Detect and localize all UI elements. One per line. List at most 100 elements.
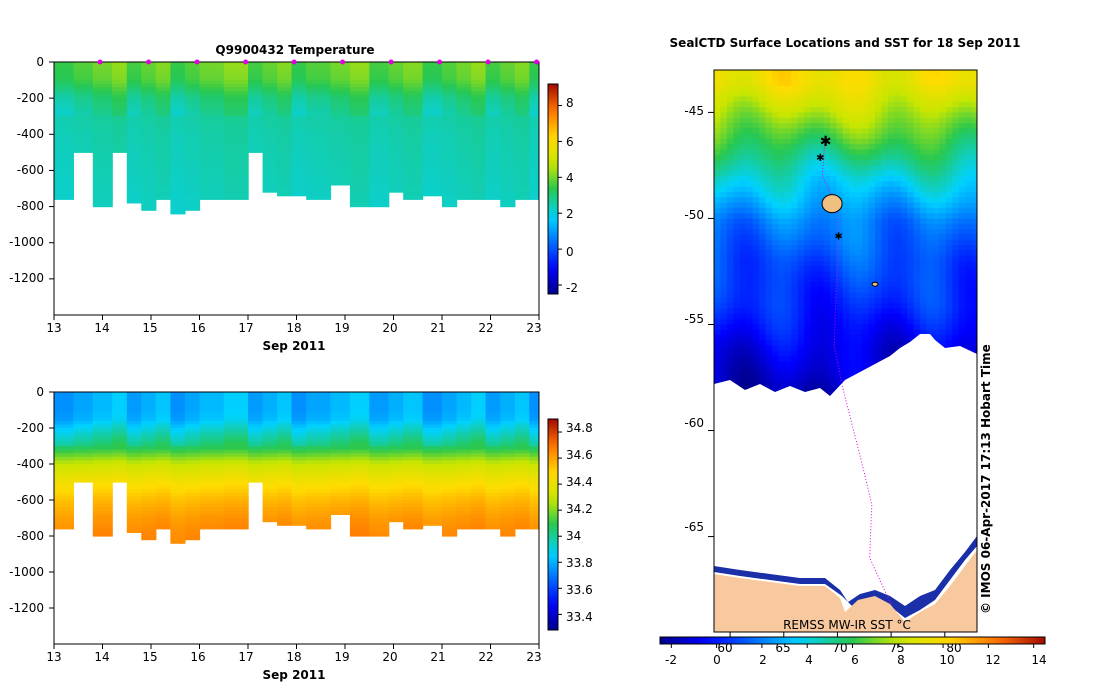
section-cell bbox=[248, 446, 264, 451]
section-cell bbox=[126, 489, 142, 494]
sst-cell bbox=[958, 181, 966, 188]
section-cell bbox=[456, 500, 472, 505]
sst-cell bbox=[714, 80, 721, 87]
salinity-heatmap bbox=[54, 392, 539, 544]
sst-cell bbox=[791, 329, 799, 336]
sst-cell bbox=[797, 128, 805, 135]
section-cell bbox=[291, 431, 307, 436]
sst-cell bbox=[849, 176, 857, 182]
sst-cell bbox=[772, 160, 779, 166]
section-cell bbox=[223, 76, 249, 81]
sst-cell bbox=[746, 96, 754, 103]
sst-cell bbox=[920, 324, 928, 331]
section-cell bbox=[306, 188, 332, 193]
sst-cell bbox=[920, 112, 928, 119]
sst-cell bbox=[842, 154, 850, 161]
section-cell bbox=[456, 514, 472, 519]
sst-cell bbox=[958, 91, 966, 98]
profile-marker bbox=[146, 59, 152, 65]
sst-cell bbox=[907, 271, 915, 278]
sst-cell bbox=[965, 313, 973, 320]
sst-cell bbox=[887, 101, 895, 108]
section-cell bbox=[248, 428, 264, 433]
section-cell bbox=[456, 123, 472, 128]
sst-cell bbox=[739, 96, 747, 103]
sst-cell bbox=[868, 191, 876, 198]
sst-cell bbox=[933, 96, 940, 103]
sst-cell bbox=[875, 218, 882, 225]
sst-cell bbox=[823, 292, 831, 299]
section-cell bbox=[248, 137, 264, 143]
sst-cell bbox=[945, 165, 953, 172]
sst-cell bbox=[952, 101, 960, 108]
section-cell bbox=[112, 137, 128, 143]
section-cell bbox=[155, 134, 171, 139]
sst-cell bbox=[810, 207, 818, 214]
section-cell bbox=[92, 112, 113, 117]
section-cell bbox=[349, 170, 370, 175]
section-cell bbox=[500, 402, 516, 407]
sst-cell bbox=[804, 160, 812, 166]
section-cell bbox=[170, 392, 186, 397]
section-cell bbox=[422, 174, 443, 179]
sst-cell bbox=[900, 133, 908, 140]
section-cell bbox=[349, 69, 370, 74]
sst-cell bbox=[829, 250, 837, 257]
section-cell bbox=[514, 489, 530, 494]
section-cell bbox=[500, 156, 516, 161]
section-cell bbox=[330, 399, 351, 404]
section-cell bbox=[514, 181, 530, 186]
section-cell bbox=[170, 83, 186, 88]
section-cell bbox=[248, 148, 264, 153]
section-cell bbox=[155, 83, 171, 88]
sst-cell bbox=[817, 298, 825, 304]
sst-cell bbox=[907, 101, 915, 108]
sst-cell bbox=[849, 149, 857, 156]
section-cell bbox=[73, 471, 94, 476]
section-cell bbox=[262, 392, 278, 397]
sst-cell bbox=[778, 112, 786, 119]
section-cell bbox=[500, 420, 516, 425]
sst-cell bbox=[714, 154, 721, 161]
section-cell bbox=[170, 98, 186, 103]
sst-cell bbox=[823, 176, 831, 182]
sst-cell bbox=[900, 75, 908, 82]
section-cell bbox=[485, 503, 501, 508]
section-cell bbox=[330, 392, 351, 397]
sst-cell bbox=[842, 345, 850, 352]
section-cell bbox=[369, 514, 390, 519]
section-cell bbox=[306, 159, 332, 164]
sst-cell bbox=[849, 287, 857, 294]
sst-cell bbox=[759, 271, 767, 278]
section-cell bbox=[388, 500, 404, 505]
section-cell bbox=[330, 478, 351, 483]
sst-cell bbox=[965, 96, 973, 103]
sst-cell bbox=[945, 313, 953, 320]
section-cell bbox=[529, 116, 539, 121]
section-cell bbox=[141, 184, 157, 190]
sst-cell bbox=[746, 313, 754, 320]
sst-cell bbox=[817, 366, 825, 373]
section-cell bbox=[306, 464, 332, 469]
section-cell bbox=[500, 410, 516, 415]
sst-cell bbox=[887, 213, 895, 220]
sst-cell bbox=[887, 128, 895, 135]
sst-cell bbox=[881, 128, 889, 135]
sst-cell bbox=[920, 138, 928, 145]
sst-cell bbox=[894, 271, 902, 278]
section-cell bbox=[306, 453, 332, 458]
sst-cell bbox=[958, 202, 966, 209]
section-cell bbox=[141, 510, 157, 515]
sst-cell bbox=[829, 266, 837, 273]
section-cell bbox=[330, 446, 351, 451]
sst-cell bbox=[933, 260, 940, 267]
section-cell bbox=[471, 521, 487, 526]
section-cell bbox=[456, 87, 472, 92]
section-cell bbox=[514, 87, 530, 92]
section-cell bbox=[422, 152, 443, 157]
section-cell bbox=[92, 123, 113, 128]
sst-cell bbox=[714, 213, 721, 220]
sst-cell bbox=[971, 186, 977, 193]
sst-cell bbox=[913, 70, 921, 76]
section-cell bbox=[199, 177, 225, 182]
